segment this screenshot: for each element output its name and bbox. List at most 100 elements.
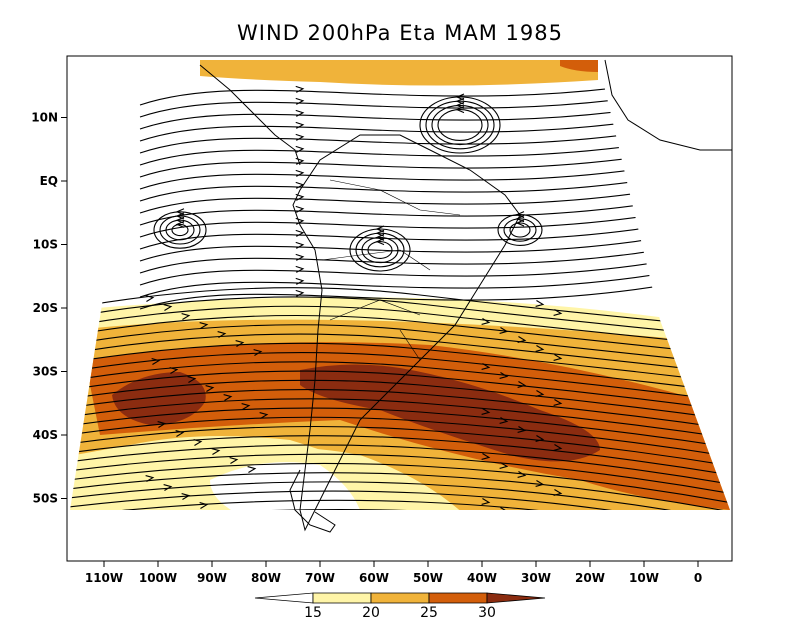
streamline-arrow — [295, 205, 305, 213]
streamline-arrow — [295, 217, 305, 225]
streamline-arrow — [553, 489, 563, 496]
colorbar-segment — [486, 592, 546, 604]
region-white-core — [210, 462, 360, 510]
streamline-arrow — [517, 471, 527, 478]
streamlines — [70, 74, 730, 510]
streamline-arrow — [481, 498, 491, 505]
streamline — [497, 214, 543, 246]
streamline-arrow — [145, 475, 155, 482]
streamline — [171, 223, 189, 237]
streamline — [139, 158, 701, 190]
streamline — [139, 254, 701, 286]
streamline-arrow — [535, 390, 545, 397]
streamline — [70, 398, 730, 444]
streamline — [139, 74, 701, 106]
y-axis: 10N EQ 10S 20S 30S 40S 50S — [31, 111, 67, 506]
x-tick-label: 50W — [413, 571, 443, 585]
streamline-arrow — [253, 349, 263, 356]
streamline — [509, 222, 531, 238]
streamline-arrow — [295, 289, 305, 297]
streamline-arrow — [535, 480, 545, 487]
streamline-arrow — [223, 394, 233, 401]
streamline — [139, 146, 701, 178]
streamline — [70, 435, 730, 481]
streamline-arrow — [455, 106, 465, 114]
streamline — [165, 219, 195, 241]
colorbar-label: 25 — [420, 605, 438, 618]
x-axis: 110W 100W 90W 80W 70W 60W 50W 40W 30W 20W 10W 0 — [85, 561, 702, 585]
x-tick-label: 0 — [694, 571, 702, 585]
streamline-arrow — [499, 327, 509, 334]
streamline — [425, 100, 495, 150]
streamline — [139, 266, 701, 298]
streamline — [503, 218, 537, 242]
x-tick-label: 60W — [359, 571, 389, 585]
streamline-arrow — [481, 408, 491, 415]
streamline-arrow — [499, 462, 509, 469]
streamline-arrow — [295, 277, 305, 285]
region-north-edge — [200, 60, 598, 86]
streamline-arrow — [145, 295, 155, 302]
streamline-arrow — [157, 421, 167, 428]
central-america-coast — [199, 64, 301, 166]
streamline-arrow — [295, 229, 305, 237]
streamline — [70, 481, 730, 510]
streamline-arrow — [187, 376, 197, 383]
streamline-arrow — [295, 109, 305, 117]
colorbar-label: 15 — [304, 605, 322, 618]
x-tick-label: 70W — [305, 571, 335, 585]
streamline — [70, 462, 730, 509]
x-tick-label: 20W — [575, 571, 605, 585]
streamline-arrow — [163, 484, 173, 491]
colorbar-label: 20 — [362, 605, 380, 618]
x-tick-label: 80W — [251, 571, 281, 585]
streamline-arrow — [295, 133, 305, 141]
colorbar-segment — [428, 592, 488, 604]
streamline — [70, 296, 730, 340]
streamline-arrow — [553, 399, 563, 406]
streamline-arrow — [181, 313, 191, 320]
streamline-arrow — [151, 358, 161, 365]
streamline-arrow — [517, 336, 527, 343]
streamline — [139, 182, 701, 214]
streamline — [70, 370, 730, 415]
streamline — [139, 98, 701, 130]
region-jet-core-east — [300, 364, 600, 462]
streamline-arrow — [295, 121, 305, 129]
streamline-arrow — [481, 363, 491, 370]
streamline-arrow — [481, 318, 491, 325]
streamline — [70, 305, 730, 350]
streamline — [70, 425, 730, 472]
streamline-arrow — [535, 345, 545, 352]
streamline — [355, 232, 405, 268]
streamline-arrow — [517, 381, 527, 388]
streamline-arrow — [535, 435, 545, 442]
streamline — [139, 206, 701, 238]
y-tick-label: 20S — [33, 301, 58, 315]
streamline-arrow — [241, 403, 251, 410]
border-2 — [321, 249, 431, 271]
streamline — [139, 218, 701, 250]
border-4 — [399, 329, 421, 361]
streamline-arrow — [499, 372, 509, 379]
streamline — [70, 379, 730, 425]
x-tick-label: 30W — [521, 571, 551, 585]
streamline-arrow — [295, 265, 305, 273]
streamline-arrow — [295, 157, 305, 165]
streamline — [70, 472, 730, 510]
x-tick-label: 90W — [197, 571, 227, 585]
streamline — [70, 342, 730, 387]
streamline — [153, 211, 207, 249]
streamline — [139, 134, 701, 166]
chart-title: WIND 200hPa Eta MAM 1985 — [237, 21, 563, 45]
streamline — [139, 86, 701, 118]
streamline — [419, 96, 501, 154]
streamline-arrow — [199, 502, 209, 509]
streamline-arrow — [295, 145, 305, 153]
streamline-arrow — [295, 241, 305, 249]
coastlines — [199, 59, 732, 533]
streamline — [70, 499, 730, 510]
y-tick-label: 30S — [33, 365, 58, 379]
streamline-arrow — [193, 439, 203, 446]
